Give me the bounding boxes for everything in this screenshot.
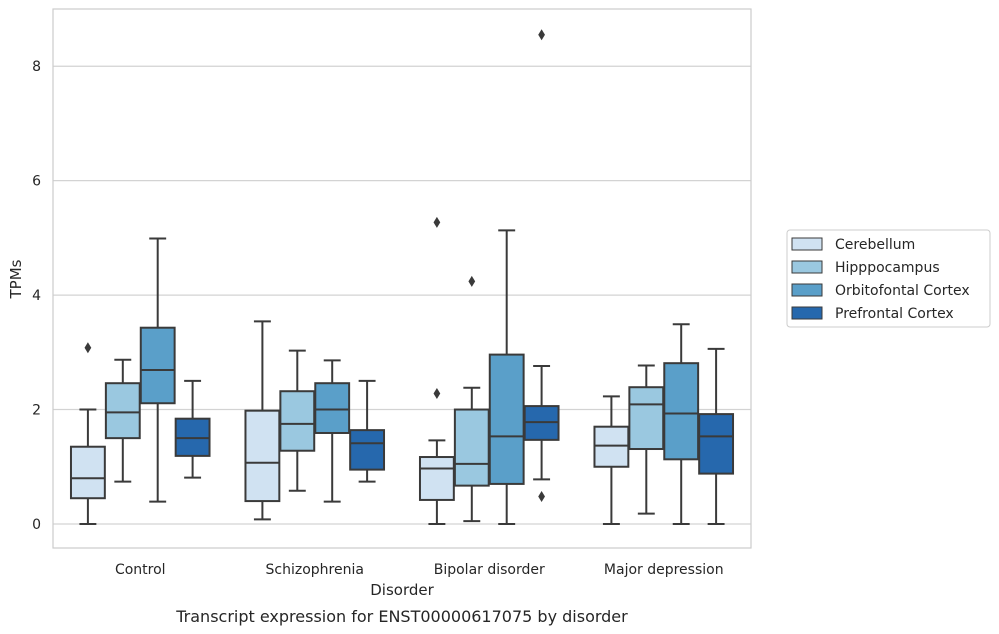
box-iqr xyxy=(349,429,386,471)
box-prefrontal-cortex-schizophrenia xyxy=(349,379,386,483)
box-iqr xyxy=(104,382,141,440)
legend-frame xyxy=(786,229,991,328)
box-iqr xyxy=(453,408,490,487)
outlier-point xyxy=(468,275,476,287)
box-iqr xyxy=(244,409,281,503)
y-tick-label: 0 xyxy=(32,517,41,533)
y-tick-label: 4 xyxy=(32,288,41,304)
box-hipppocampus-bipolar-disorder xyxy=(453,275,490,523)
box-iqr xyxy=(593,425,630,468)
box-iqr xyxy=(139,326,176,405)
legend-swatch xyxy=(791,283,823,297)
box-orbitofontal-cortex-schizophrenia xyxy=(314,359,351,503)
outlier-point xyxy=(433,388,441,400)
box-hipppocampus-schizophrenia xyxy=(279,349,316,492)
x-tick-label: Bipolar disorder xyxy=(434,562,545,578)
legend-label: Prefrontal Cortex xyxy=(835,306,954,322)
y-tick-label: 2 xyxy=(32,403,41,419)
box-iqr xyxy=(488,353,525,485)
box-iqr xyxy=(279,390,316,452)
box-iqr xyxy=(663,362,700,461)
box-iqr xyxy=(314,382,351,434)
legend-label: Cerebellum xyxy=(835,237,915,253)
x-tick-label: Major depression xyxy=(604,562,724,578)
outlier-point xyxy=(433,216,441,228)
box-prefrontal-cortex-control xyxy=(174,379,211,479)
box-orbitofontal-cortex-control xyxy=(139,237,176,503)
x-tick-label: Control xyxy=(115,562,166,578)
chart-caption: Transcript expression for ENST0000061707… xyxy=(175,607,628,626)
box-cerebellum-schizophrenia xyxy=(244,320,281,521)
box-prefrontal-cortex-major-depression xyxy=(698,347,735,525)
y-tick-label: 8 xyxy=(32,59,41,75)
y-axis-label: TPMs xyxy=(7,259,25,299)
outlier-point xyxy=(538,29,545,41)
y-tick-labels: 0 2 4 6 8 xyxy=(32,59,41,533)
plot-frame xyxy=(52,8,752,549)
x-tick-label: Schizophrenia xyxy=(266,562,364,578)
legend-label: Hipppocampus xyxy=(835,260,940,276)
box-cerebellum-major-depression xyxy=(593,395,630,525)
box-cerebellum-bipolar-disorder xyxy=(418,216,455,525)
box-iqr xyxy=(628,386,665,451)
legend-swatch xyxy=(791,306,823,320)
legend-swatch xyxy=(791,260,823,274)
box-hipppocampus-major-depression xyxy=(628,364,665,515)
box-iqr xyxy=(418,456,455,501)
legend-swatch xyxy=(791,237,823,251)
box-cerebellum-control xyxy=(69,342,106,525)
legend: Cerebellum Hipppocampus Orbitofontal Corte… xyxy=(786,229,991,328)
box-iqr xyxy=(69,445,106,500)
box-orbitofontal-cortex-major-depression xyxy=(663,323,700,525)
legend-label: Orbitofontal Cortex xyxy=(835,283,970,299)
x-tick-labels: Control Schizophrenia Bipolar disorder Majo… xyxy=(115,562,724,578)
boxes xyxy=(69,29,735,525)
outlier-point xyxy=(84,342,92,354)
outlier-point xyxy=(538,491,545,503)
x-axis-label: Disorder xyxy=(370,581,434,599)
y-tick-label: 6 xyxy=(32,174,41,190)
box-prefrontal-cortex-bipolar-disorder xyxy=(523,29,560,503)
box-orbitofontal-cortex-bipolar-disorder xyxy=(488,229,525,525)
box-hipppocampus-control xyxy=(104,358,141,483)
box-iqr xyxy=(698,413,735,475)
